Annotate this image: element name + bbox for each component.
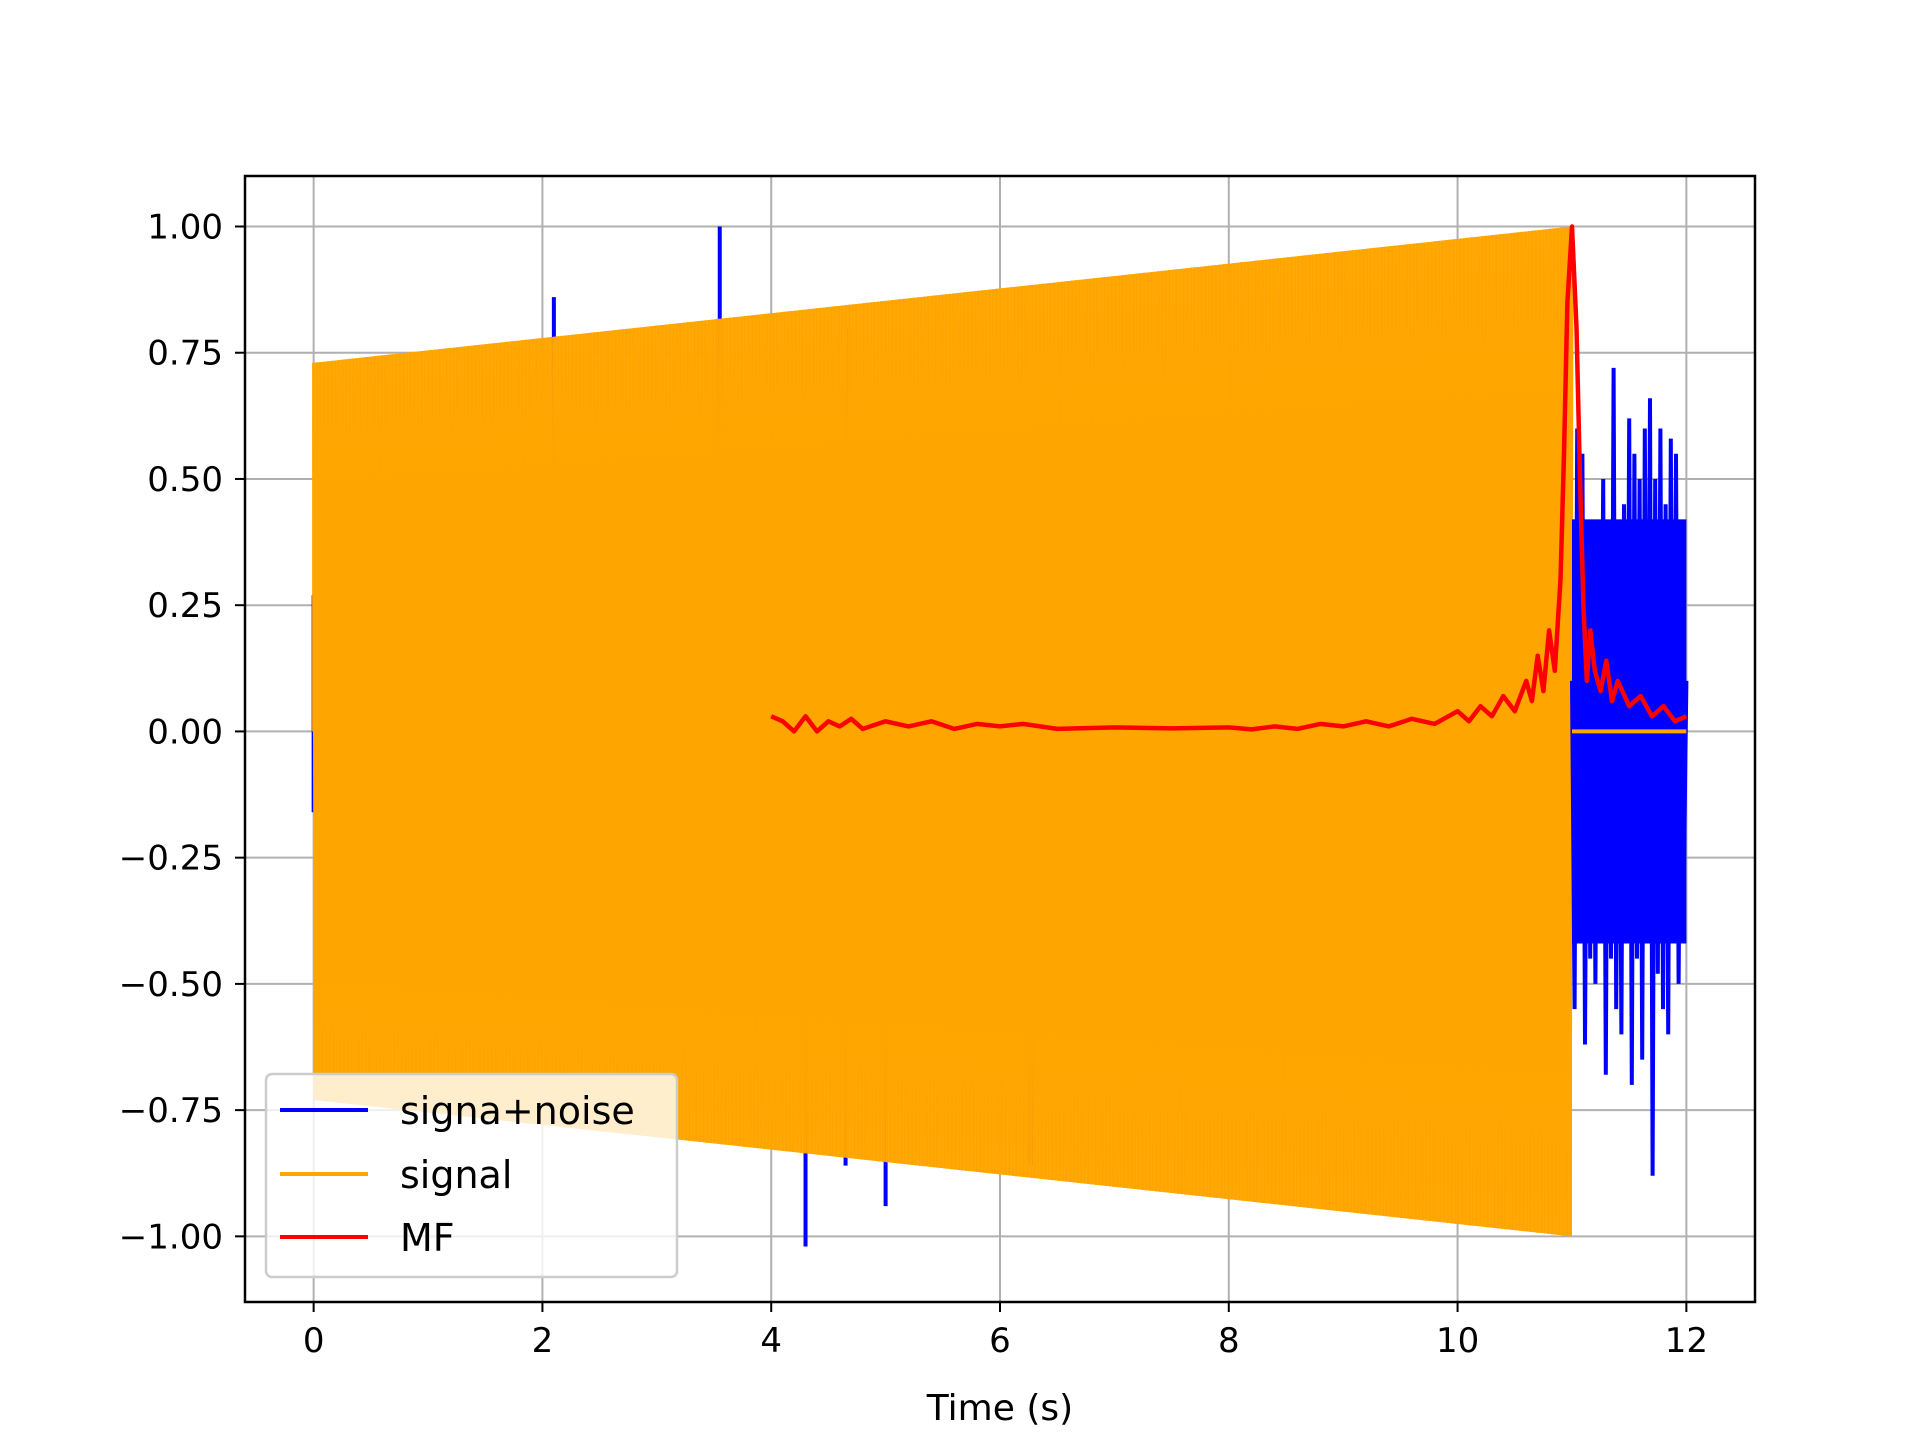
legend-label-signal-noise: signa+noise — [400, 1089, 635, 1133]
x-tick-label: 12 — [1665, 1321, 1708, 1361]
mf-line — [770, 224, 1688, 734]
x-axis-label: Time (s) — [926, 1388, 1073, 1429]
y-tick-label: −1.00 — [119, 1217, 223, 1257]
noise-tail-line — [1570, 367, 1689, 1176]
x-tick-label: 6 — [989, 1321, 1011, 1361]
y-tick-label: −0.75 — [119, 1091, 223, 1131]
signal-envelope-fill — [313, 226, 1572, 1237]
x-tick-label: 0 — [303, 1321, 325, 1361]
y-tick-label: 1.00 — [147, 207, 223, 247]
y-tick-label: −0.50 — [119, 965, 223, 1005]
legend-label-signal: signal — [400, 1153, 512, 1197]
tick-layer: 0 2 4 6 8 10 12 1.00 0.75 0.50 0.25 0.00 −0.25 −0.50 −… — [119, 207, 1708, 1361]
y-tick-label: 0.50 — [147, 460, 223, 500]
legend: signa+noise signal MF — [264, 1072, 679, 1279]
y-tick-label: 0.25 — [147, 586, 223, 626]
y-tick-label: −0.25 — [119, 839, 223, 879]
y-tick-label: 0.75 — [147, 334, 223, 374]
legend-box — [264, 1072, 679, 1279]
x-tick-label: 10 — [1436, 1321, 1479, 1361]
plot-layer — [311, 224, 1689, 1247]
legend-label-mf: MF — [400, 1216, 455, 1260]
y-tick-label: 0.00 — [147, 712, 223, 752]
x-tick-label: 2 — [532, 1321, 554, 1361]
x-tick-label: 4 — [760, 1321, 782, 1361]
x-tick-label: 8 — [1218, 1321, 1240, 1361]
